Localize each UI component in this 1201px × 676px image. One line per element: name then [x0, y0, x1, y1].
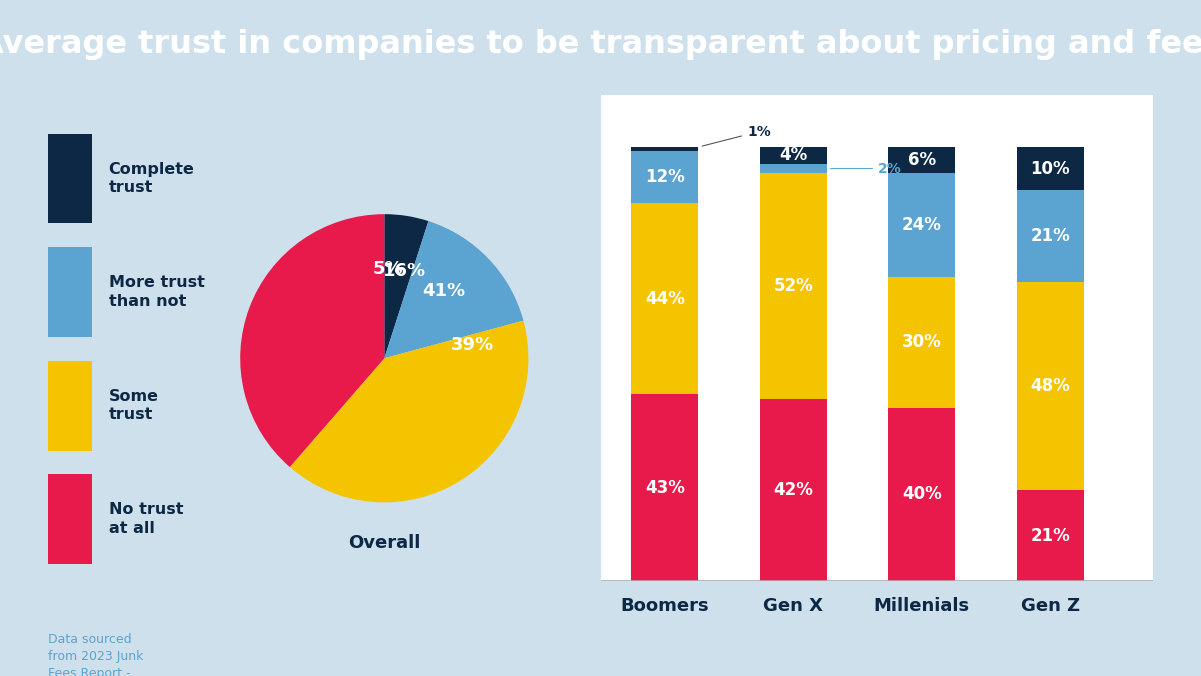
- Text: Data sourced
from 2023 Junk
Fees Report -
Switchful.com: Data sourced from 2023 Junk Fees Report …: [48, 633, 143, 676]
- Bar: [1017, 190, 1083, 281]
- Bar: [889, 408, 955, 581]
- Bar: [632, 395, 698, 581]
- Text: 44%: 44%: [645, 290, 685, 308]
- Text: 39%: 39%: [452, 336, 495, 354]
- Text: Average trust in companies to be transparent about pricing and fees: Average trust in companies to be transpa…: [0, 29, 1201, 60]
- Text: 6%: 6%: [908, 151, 936, 169]
- Text: 10%: 10%: [1030, 160, 1070, 178]
- Text: 42%: 42%: [773, 481, 813, 499]
- Text: 4%: 4%: [779, 147, 807, 164]
- Bar: [760, 399, 826, 581]
- Bar: [760, 173, 826, 399]
- Bar: [632, 203, 698, 395]
- Bar: [760, 147, 826, 164]
- Text: 21%: 21%: [1030, 527, 1070, 545]
- Bar: [889, 147, 955, 173]
- Text: 16%: 16%: [383, 262, 426, 281]
- Wedge shape: [289, 320, 528, 502]
- Text: 2%: 2%: [831, 162, 902, 176]
- Text: Complete
trust: Complete trust: [108, 162, 195, 195]
- Text: 24%: 24%: [902, 216, 942, 234]
- Wedge shape: [384, 221, 524, 358]
- Bar: [889, 173, 955, 277]
- Wedge shape: [240, 214, 384, 467]
- Bar: [760, 164, 826, 173]
- Text: More trust
than not: More trust than not: [108, 275, 204, 309]
- Bar: [632, 147, 698, 151]
- Text: 12%: 12%: [645, 168, 685, 186]
- Text: 52%: 52%: [773, 277, 813, 295]
- Text: 41%: 41%: [422, 283, 465, 300]
- Bar: [632, 151, 698, 203]
- Bar: [1017, 281, 1083, 490]
- Text: 30%: 30%: [902, 333, 942, 352]
- Text: 5%: 5%: [372, 260, 404, 278]
- Text: 21%: 21%: [1030, 227, 1070, 245]
- Bar: [1017, 147, 1083, 190]
- FancyBboxPatch shape: [48, 134, 91, 223]
- Text: 48%: 48%: [1030, 377, 1070, 395]
- Bar: [889, 277, 955, 408]
- Bar: [1017, 490, 1083, 581]
- Text: Some
trust: Some trust: [108, 389, 159, 422]
- Text: 40%: 40%: [902, 485, 942, 504]
- FancyBboxPatch shape: [48, 247, 91, 337]
- Text: No trust
at all: No trust at all: [108, 502, 183, 536]
- FancyBboxPatch shape: [48, 361, 91, 451]
- Wedge shape: [384, 214, 429, 358]
- FancyBboxPatch shape: [48, 475, 91, 564]
- Text: Overall: Overall: [348, 534, 420, 552]
- Text: 43%: 43%: [645, 479, 685, 497]
- Text: 1%: 1%: [703, 124, 771, 146]
